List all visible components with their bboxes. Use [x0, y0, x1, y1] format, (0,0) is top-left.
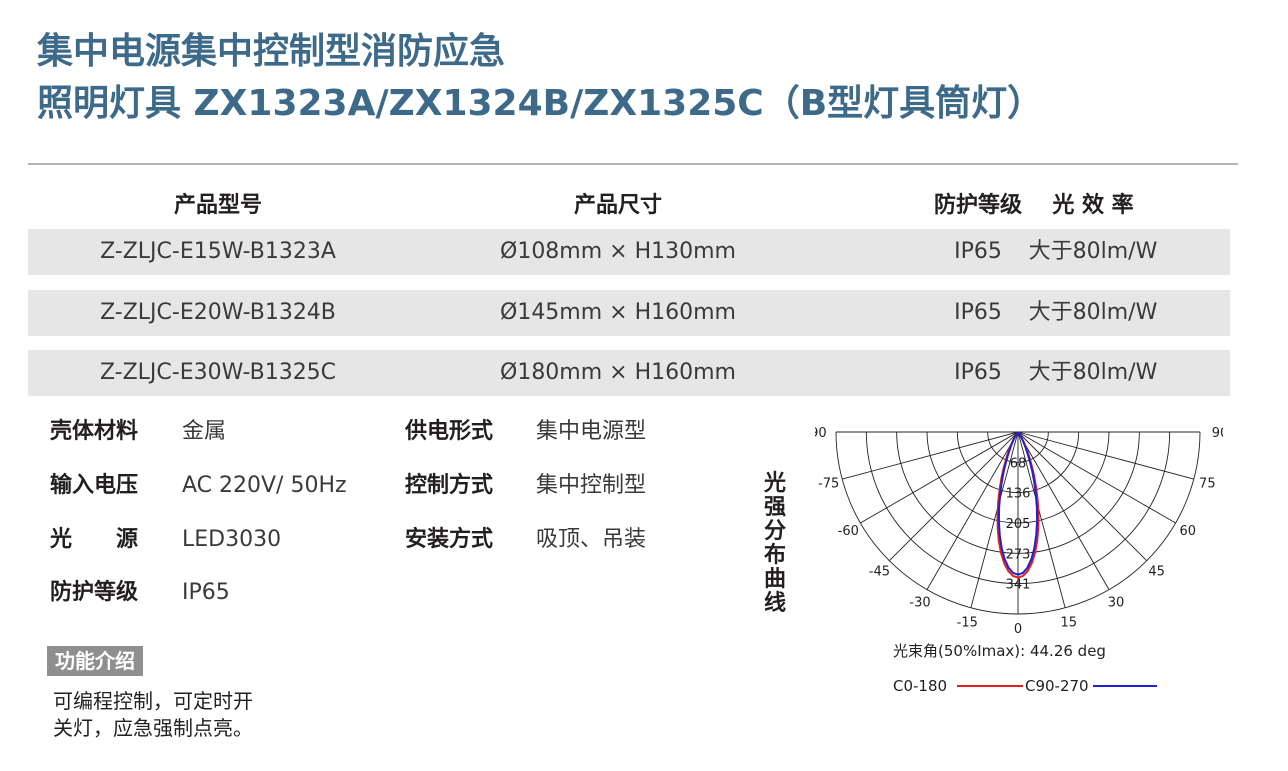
angle-tick-label: -60 — [838, 524, 859, 539]
function-line: 关灯，应急强制点亮。 — [53, 716, 253, 740]
spec-value-install: 吸顶、吊装 — [536, 527, 647, 552]
spec-value-housing: 金属 — [182, 419, 227, 444]
table-row: Z-ZLJC-E30W-B1325C Ø180mm × H160mm IP65 … — [28, 350, 1230, 396]
function-badge: 功能介绍 — [47, 646, 143, 676]
table-row: Z-ZLJC-E20W-B1324B Ø145mm × H160mm IP65 … — [28, 290, 1230, 336]
grid-spoke — [860, 431, 1019, 524]
spec-label-install: 安装方式 — [405, 527, 494, 552]
title-line-1: 集中电源集中控制型消防应急 — [37, 31, 506, 72]
cell-ip: IP65 — [954, 300, 1002, 325]
header-ip: 防护等级 — [933, 193, 1022, 218]
spec-label-housing: 壳体材料 — [50, 419, 139, 444]
cell-efficiency: 大于80lm/W — [1028, 300, 1158, 325]
radial-tick-label: 205 — [1006, 517, 1031, 532]
spec-value-source: LED3030 — [182, 527, 282, 552]
table-row: Z-ZLJC-E15W-B1323A Ø108mm × H130mm IP65 … — [28, 229, 1230, 275]
legend-label: C90-270 — [1025, 677, 1089, 695]
radial-tick-label: 136 — [1006, 487, 1031, 502]
grid-spoke — [1017, 431, 1066, 608]
curve-title-char: 分 — [763, 519, 786, 544]
angle-tick-label: 0 — [1014, 622, 1022, 637]
cell-efficiency: 大于80lm/W — [1028, 360, 1158, 385]
curve-title-char: 布 — [763, 543, 786, 568]
title-line-2: 照明灯具 ZX1323A/ZX1324B/ZX1325C（B型灯具筒灯） — [37, 83, 1044, 124]
cell-model: Z-ZLJC-E15W-B1323A — [100, 239, 336, 264]
angle-tick-label: -90 — [815, 426, 827, 441]
grid-spoke — [1017, 431, 1194, 480]
polar-labels: -90 -75 -60 -45 -30 -15 0 15 30 45 60 75 90 68 136 205 2… — [815, 426, 1223, 637]
grid-spoke — [1017, 431, 1148, 562]
cell-efficiency: 大于80lm/W — [1028, 239, 1158, 264]
divider — [28, 163, 1238, 165]
cell-ip: IP65 — [954, 239, 1002, 264]
cell-size: Ø108mm × H130mm — [500, 239, 736, 264]
cell-model: Z-ZLJC-E20W-B1324B — [100, 300, 336, 325]
cell-model: Z-ZLJC-E30W-B1325C — [99, 360, 337, 385]
angle-tick-label: -15 — [957, 615, 978, 630]
legend-label: C0-180 — [893, 677, 947, 695]
polar-curves — [996, 431, 1040, 579]
radial-tick-label: 273 — [1006, 547, 1031, 562]
grid-spoke — [926, 431, 1019, 590]
polar-grid — [835, 431, 1201, 615]
angle-tick-label: 30 — [1108, 596, 1125, 611]
function-description: 可编程控制，可定时开 关灯，应急强制点亮。 — [53, 688, 253, 742]
spec-label-power: 供电形式 — [405, 419, 494, 444]
radial-tick-label: 68 — [1010, 456, 1027, 471]
header-size: 产品尺寸 — [573, 193, 662, 218]
radial-tick-label: 341 — [1006, 578, 1031, 593]
spec-label-control: 控制方式 — [405, 473, 494, 498]
angle-tick-label: 90 — [1212, 426, 1223, 441]
spec-label-ip: 防护等级 — [50, 580, 139, 605]
spec-value-ip: IP65 — [182, 580, 230, 605]
angle-tick-label: -45 — [869, 565, 890, 580]
spec-value-control: 集中控制型 — [536, 473, 647, 498]
header-efficiency: 光 效 率 — [1052, 193, 1134, 218]
function-line: 可编程控制，可定时开 — [53, 689, 253, 713]
angle-tick-label: 60 — [1179, 524, 1196, 539]
spec-value-voltage: AC 220V/ 50Hz — [182, 473, 347, 498]
curve-title-char: 线 — [763, 591, 786, 616]
beam-angle-text: 光束角(50%Imax): 44.26 deg — [893, 642, 1106, 660]
legend: C0-180 C90-270 — [893, 677, 1157, 695]
grid-spoke — [842, 431, 1019, 480]
spec-label-voltage: 输入电压 — [50, 473, 139, 498]
polar-distribution-chart: -90 -75 -60 -45 -30 -15 0 15 30 45 60 75 90 68 136 205 2… — [815, 426, 1223, 695]
spec-label-source: 光 源 — [50, 527, 139, 552]
grid-spoke — [1017, 431, 1176, 524]
cell-ip: IP65 — [954, 360, 1002, 385]
curve-title-char: 光 — [763, 471, 786, 496]
angle-tick-label: -30 — [909, 596, 930, 611]
cell-size: Ø145mm × H160mm — [500, 300, 736, 325]
header-model: 产品型号 — [173, 193, 262, 218]
grid-spoke — [1017, 431, 1110, 590]
curve-title: 光 强 分 布 曲 线 — [760, 472, 790, 616]
angle-tick-label: 15 — [1060, 615, 1077, 630]
cell-size: Ø180mm × H160mm — [500, 360, 736, 385]
spec-value-power: 集中电源型 — [536, 419, 647, 444]
grid-spoke — [970, 431, 1019, 608]
grid-spoke — [888, 431, 1019, 562]
angle-tick-label: 75 — [1199, 477, 1216, 492]
table-header: 产品型号 产品尺寸 防护等级 光 效 率 — [28, 183, 1230, 229]
curve-title-char: 强 — [763, 495, 786, 520]
angle-tick-label: 45 — [1148, 565, 1165, 580]
curve-title-char: 曲 — [763, 567, 786, 592]
angle-tick-label: -75 — [818, 477, 839, 492]
series-curve-c90-270 — [997, 431, 1039, 576]
